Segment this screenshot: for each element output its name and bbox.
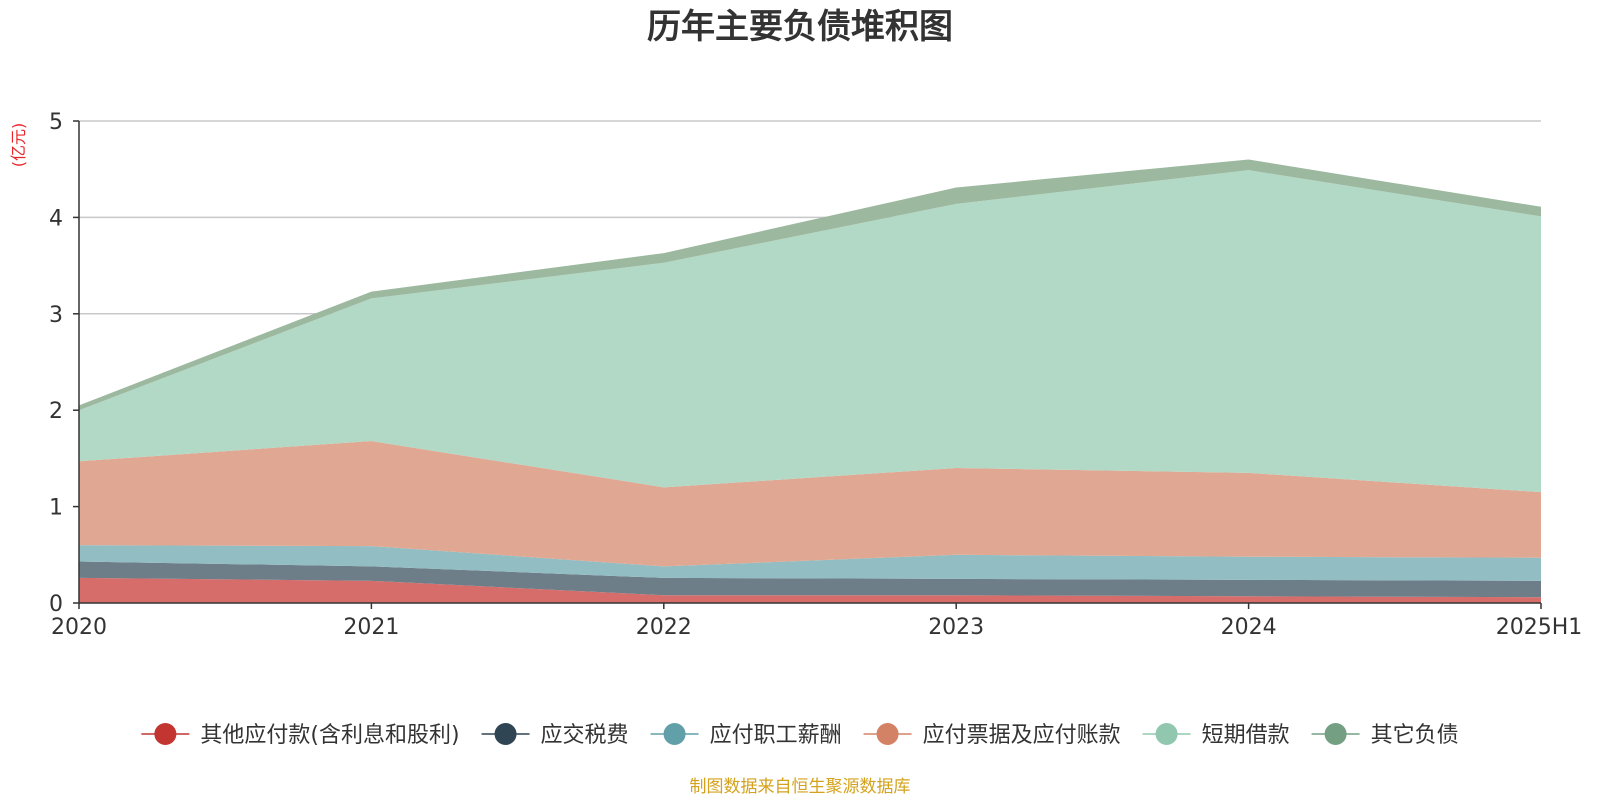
legend-marker-5 xyxy=(1324,723,1347,745)
x-tick-label-0: 2020 xyxy=(51,615,107,640)
legend-label-3: 应付票据及应付账款 xyxy=(923,723,1121,748)
y-axis-unit-label: (亿元) xyxy=(9,123,28,168)
area-series-2 xyxy=(79,545,1541,581)
legend-item-5[interactable]: 其它负债 xyxy=(1311,723,1459,748)
area-series-1 xyxy=(79,561,1541,598)
y-tick-label-3: 3 xyxy=(49,303,63,328)
y-tick-label-4: 4 xyxy=(49,206,63,231)
legend-label-2: 应付职工薪酬 xyxy=(710,723,842,748)
legend-marker-3 xyxy=(876,723,899,745)
area-series-4 xyxy=(79,170,1541,493)
x-tick-label-1: 2021 xyxy=(343,615,399,640)
legend-marker-2 xyxy=(663,723,686,745)
y-tick-label-5: 5 xyxy=(49,110,63,135)
x-tick-label-3: 2023 xyxy=(928,615,984,640)
area-series-5 xyxy=(79,159,1541,411)
legend-label-1: 应交税费 xyxy=(541,723,629,748)
y-tick-label-2: 2 xyxy=(49,399,63,424)
legend-marker-0 xyxy=(154,723,177,745)
legend-marker-4 xyxy=(1155,723,1178,745)
area-series-0 xyxy=(79,577,1541,603)
y-tick-label-0: 0 xyxy=(49,592,63,617)
axes: 0 1 2 3 4 5 2020 2021 2022 2023 2024 2025H1 xyxy=(49,110,1582,640)
legend-marker-1 xyxy=(494,723,517,745)
legend-item-4[interactable]: 短期借款 xyxy=(1142,723,1290,748)
legend-label-5: 其它负债 xyxy=(1371,723,1459,748)
legend-item-2[interactable]: 应付职工薪酬 xyxy=(650,723,842,748)
source-note: 制图数据来自恒生聚源数据库 xyxy=(690,777,911,797)
x-tick-label-4: 2024 xyxy=(1221,615,1277,640)
legend-item-3[interactable]: 应付票据及应付账款 xyxy=(863,723,1121,748)
legend-label-0: 其他应付款(含利息和股利) xyxy=(200,723,459,748)
area-series-3 xyxy=(79,441,1541,567)
legend-label-4: 短期借款 xyxy=(1202,723,1290,748)
legend-item-0[interactable]: 其他应付款(含利息和股利) xyxy=(141,723,460,748)
y-tick-label-1: 1 xyxy=(49,496,63,521)
x-tick-label-5: 2025H1 xyxy=(1496,615,1583,640)
legend-item-1[interactable]: 应交税费 xyxy=(481,723,629,748)
x-tick-label-2: 2022 xyxy=(636,615,692,640)
legend: 其他应付款(含利息和股利) 应交税费 应付职工薪酬 应付票据及应付账款 短期借款 其它负债 xyxy=(141,723,1459,748)
area-series-group xyxy=(79,159,1541,603)
chart-title: 历年主要负债堆积图 xyxy=(647,7,953,47)
